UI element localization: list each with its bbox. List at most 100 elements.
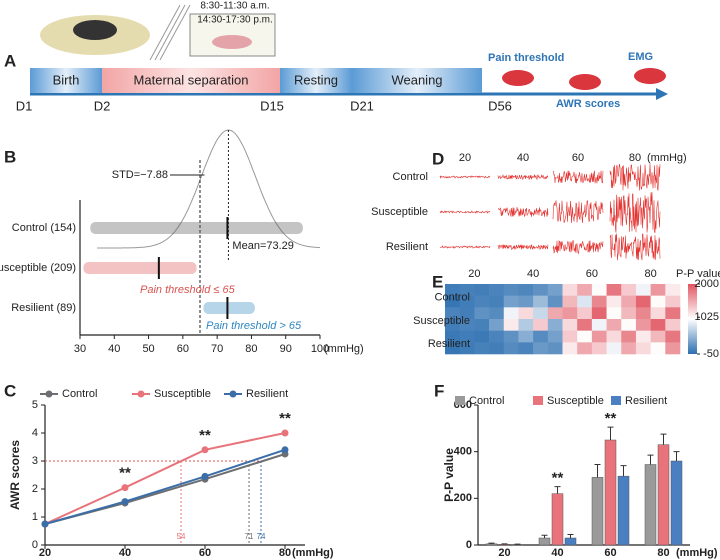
phase-label: Resting xyxy=(294,72,338,87)
heat-cell xyxy=(591,342,607,355)
heat-cell xyxy=(503,342,519,355)
crossing-label: 74 xyxy=(257,532,266,541)
legend-swatch xyxy=(455,396,465,405)
heat-cell xyxy=(547,319,563,331)
panel-label: E xyxy=(432,272,443,291)
heat-cell xyxy=(635,307,651,320)
heat-cell xyxy=(503,284,519,296)
heat-cell xyxy=(445,319,460,331)
panel-label: B xyxy=(4,147,16,166)
bar xyxy=(485,543,498,546)
heat-cell xyxy=(621,330,637,343)
heat-cell xyxy=(577,284,593,296)
heat-cell xyxy=(474,342,490,355)
heat-cell xyxy=(547,295,563,308)
group-label: Susceptible (209) xyxy=(0,262,76,274)
y-tick-label: 5 xyxy=(32,399,38,411)
heat-cell xyxy=(445,295,460,308)
phase-label: Weaning xyxy=(391,72,442,87)
heat-cell xyxy=(459,284,475,296)
dot-band xyxy=(203,302,255,314)
error-bar xyxy=(488,542,495,544)
heat-cell xyxy=(577,307,593,320)
threshold-note: Pain threshold ≤ 65 xyxy=(140,284,236,296)
error-bar xyxy=(567,534,574,538)
emg-trace xyxy=(609,191,661,233)
y-tick-label: 200 xyxy=(454,492,472,504)
heat-cell xyxy=(547,307,563,320)
bar xyxy=(617,475,630,546)
rat-icon xyxy=(502,70,534,86)
phase-label: Birth xyxy=(53,72,80,87)
x-label: 60 xyxy=(586,268,598,280)
heat-cell xyxy=(533,342,549,355)
heat-cell xyxy=(445,307,460,320)
heat-cell xyxy=(474,319,490,331)
x-tick-label: 90 xyxy=(280,343,292,355)
heat-cell xyxy=(474,330,490,343)
emg-trace xyxy=(497,207,549,218)
bar xyxy=(670,460,683,546)
pups-icon xyxy=(212,35,252,49)
heat-cell xyxy=(591,307,607,320)
group-label: Control xyxy=(393,171,428,183)
x-tick-label: 50 xyxy=(142,343,154,355)
error-bar xyxy=(541,534,548,538)
legend-marker xyxy=(45,390,53,398)
point xyxy=(41,520,49,528)
group-name: Resilient xyxy=(11,302,53,314)
significance: ** xyxy=(119,465,131,482)
x-tick-label: 60 xyxy=(177,343,189,355)
heat-cell xyxy=(518,319,534,331)
heat-cell xyxy=(665,307,681,320)
x-tick-label: 60 xyxy=(604,547,616,559)
bar xyxy=(498,544,511,546)
heat-cell xyxy=(547,284,563,296)
colorbar xyxy=(688,284,697,354)
heat-cell xyxy=(445,284,460,296)
pressure-label: 80 xyxy=(629,152,641,164)
heat-cell xyxy=(547,330,563,343)
significance: ** xyxy=(605,410,617,427)
pressure-label: 60 xyxy=(572,152,584,164)
group-name: Control xyxy=(12,222,47,234)
heat-cell xyxy=(518,284,534,296)
heat-cell xyxy=(635,342,651,355)
significance: ** xyxy=(279,410,291,427)
legend-label: Resilient xyxy=(246,388,288,400)
emg-trace xyxy=(552,239,604,255)
emg-trace xyxy=(552,170,604,184)
heat-cell xyxy=(591,330,607,343)
emg-trace xyxy=(439,175,491,179)
heat-cell xyxy=(489,342,505,355)
legend-marker xyxy=(137,390,145,398)
y-tick-label: 3 xyxy=(32,455,38,467)
emg-trace xyxy=(497,174,549,181)
mouse-icon xyxy=(73,20,117,40)
x-tick-label: 80 xyxy=(657,547,669,559)
heat-cell xyxy=(606,342,622,355)
heat-cell xyxy=(635,319,651,331)
x-tick-label: 80 xyxy=(279,547,291,559)
group-n: (154) xyxy=(50,222,76,234)
point xyxy=(281,429,289,437)
heat-cell xyxy=(459,319,475,331)
heat-cell xyxy=(489,284,505,296)
error-bar xyxy=(607,426,614,440)
heat-cell xyxy=(621,284,637,296)
heat-cell xyxy=(533,319,549,331)
x-tick-label: 30 xyxy=(74,343,86,355)
heat-cell xyxy=(635,295,651,308)
heat-cell xyxy=(665,284,681,296)
bar xyxy=(564,537,577,546)
heat-cell xyxy=(650,295,666,308)
heat-cell xyxy=(474,295,490,308)
phase-label: Maternal separation xyxy=(134,72,249,87)
heat-cell xyxy=(606,319,622,331)
heat-cell xyxy=(621,307,637,320)
point xyxy=(121,498,129,506)
heat-cell xyxy=(503,307,519,320)
series-line xyxy=(44,448,286,525)
panel-label: A xyxy=(4,51,16,70)
